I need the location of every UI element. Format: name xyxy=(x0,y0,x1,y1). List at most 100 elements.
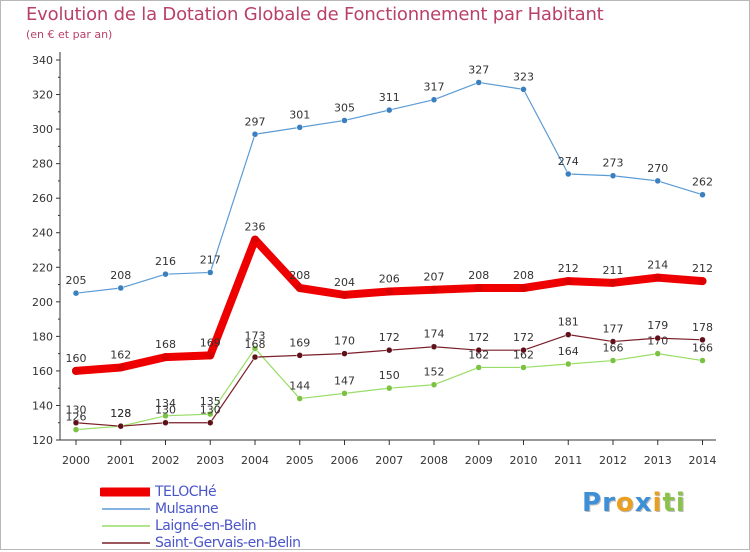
data-point-teloch xyxy=(609,278,617,287)
line-chart: 120 140 160 180 200 220 240 260 280 300 320 340 2000… xyxy=(32,52,717,467)
y-tick-label: 240 xyxy=(32,227,53,240)
logo-letter: i xyxy=(652,488,663,518)
data-point-laign-en-belin xyxy=(72,426,80,433)
data-label-laign-en-belin: 162 xyxy=(513,348,534,361)
data-point-mulsanne xyxy=(430,96,438,103)
data-label-mulsanne: 301 xyxy=(289,108,310,121)
data-point-laign-en-belin xyxy=(699,357,706,364)
x-tick-label: 2004 xyxy=(241,454,269,467)
data-point-saint-gervais-en-belin xyxy=(654,334,661,342)
data-point-saint-gervais-en-belin xyxy=(207,419,214,426)
data-point-mulsanne xyxy=(207,269,214,276)
data-label-mulsanne: 216 xyxy=(155,255,176,268)
x-tick-label: 2000 xyxy=(62,454,90,467)
data-label-mulsanne: 327 xyxy=(468,63,489,76)
x-tick-label: 2009 xyxy=(465,454,493,467)
data-label-teloch: 206 xyxy=(379,272,400,285)
data-point-mulsanne xyxy=(699,191,706,198)
y-tick-label: 220 xyxy=(32,261,53,274)
data-label-teloch: 207 xyxy=(424,271,445,284)
data-label-teloch: 208 xyxy=(513,269,534,282)
data-point-laign-en-belin xyxy=(520,364,527,371)
legend-label-telochee: TELOCHé xyxy=(155,484,217,500)
data-label-laign-en-belin: 152 xyxy=(424,366,445,379)
data-point-saint-gervais-en-belin xyxy=(475,346,482,354)
data-point-saint-gervais-en-belin xyxy=(520,346,527,354)
data-point-mulsanne xyxy=(386,106,393,114)
data-point-mulsanne xyxy=(72,289,80,297)
data-label-saint-gervais-en-belin: 168 xyxy=(245,338,266,351)
legend-swatch-laigne xyxy=(102,525,150,527)
y-tick-label: 180 xyxy=(32,330,53,343)
data-point-laign-en-belin xyxy=(475,364,482,371)
data-label-teloch: 214 xyxy=(647,259,668,272)
data-point-laign-en-belin xyxy=(565,360,572,368)
data-point-saint-gervais-en-belin xyxy=(72,419,80,426)
x-tick-label: 2010 xyxy=(510,454,538,467)
data-label-saint-gervais-en-belin: 172 xyxy=(379,331,400,344)
data-label-saint-gervais-en-belin: 169 xyxy=(289,336,310,349)
logo-letter: P xyxy=(582,488,603,518)
data-point-mulsanne xyxy=(296,124,303,131)
data-point-teloch xyxy=(474,284,483,292)
data-point-saint-gervais-en-belin xyxy=(430,343,438,350)
y-tick-label: 140 xyxy=(32,399,53,412)
data-point-teloch xyxy=(206,351,215,360)
data-point-teloch xyxy=(72,366,80,375)
x-tick-label: 2002 xyxy=(152,454,180,467)
logo-letter: r xyxy=(602,488,616,518)
data-label-mulsanne: 208 xyxy=(110,269,131,282)
data-point-mulsanne xyxy=(251,131,259,138)
data-point-saint-gervais-en-belin xyxy=(251,353,259,361)
data-label-laign-en-belin: 166 xyxy=(692,342,713,355)
data-label-teloch: 160 xyxy=(66,352,87,365)
data-point-laign-en-belin xyxy=(341,390,348,397)
x-tick-label: 2013 xyxy=(644,454,672,467)
data-label-mulsanne: 205 xyxy=(66,274,87,287)
x-tick-label: 2003 xyxy=(196,454,224,467)
data-point-laign-en-belin xyxy=(296,395,303,402)
data-label-mulsanne: 323 xyxy=(513,70,534,83)
data-label-teloch: 162 xyxy=(110,348,131,361)
data-point-laign-en-belin xyxy=(654,350,661,357)
data-label-laign-en-belin: 166 xyxy=(603,342,624,355)
data-label-saint-gervais-en-belin: 130 xyxy=(155,404,176,417)
data-point-teloch xyxy=(161,353,170,362)
data-label-mulsanne: 317 xyxy=(424,81,445,94)
x-tick-label: 2008 xyxy=(420,454,448,467)
data-label-teloch: 212 xyxy=(558,262,579,275)
x-tick-label: 2012 xyxy=(599,454,627,467)
logo-letter: t xyxy=(662,488,676,518)
logo-letter: i xyxy=(675,488,686,518)
data-point-saint-gervais-en-belin xyxy=(386,346,393,354)
proxiti-logo: Proxiti xyxy=(582,488,686,518)
data-label-mulsanne: 305 xyxy=(334,101,355,114)
data-point-mulsanne xyxy=(565,170,572,178)
data-label-saint-gervais-en-belin: 172 xyxy=(468,331,489,344)
y-tick-label: 260 xyxy=(32,192,53,205)
x-tick-label: 2011 xyxy=(554,454,582,467)
data-point-teloch xyxy=(698,277,707,286)
x-tick-label: 2007 xyxy=(375,454,403,467)
chart-title: Evolution de la Dotation Globale de Fonc… xyxy=(26,4,604,25)
data-label-mulsanne: 262 xyxy=(692,176,713,189)
data-point-saint-gervais-en-belin xyxy=(565,331,572,338)
data-point-teloch xyxy=(430,285,438,294)
data-label-mulsanne: 273 xyxy=(603,157,624,170)
data-label-laign-en-belin: 173 xyxy=(245,329,266,342)
legend-label-mulsanne: Mulsanne xyxy=(155,501,219,517)
data-label-saint-gervais-en-belin: 130 xyxy=(66,404,87,417)
legend-swatch-mulsanne xyxy=(102,508,150,510)
data-label-mulsanne: 297 xyxy=(245,115,266,128)
data-label-saint-gervais-en-belin: 181 xyxy=(558,316,579,329)
legend-label-saint-gervais: Saint-Gervais-en-Belin xyxy=(155,535,301,551)
chart-subtitle: (en € et par an) xyxy=(26,28,113,41)
logo-letter: o xyxy=(615,488,635,518)
data-label-teloch: 168 xyxy=(155,338,176,351)
data-label-mulsanne: 270 xyxy=(647,162,668,175)
data-label-laign-en-belin: 134 xyxy=(155,397,176,410)
data-label-mulsanne: 217 xyxy=(200,253,221,266)
data-point-laign-en-belin xyxy=(162,412,169,420)
data-label-saint-gervais-en-belin: 174 xyxy=(424,328,445,341)
